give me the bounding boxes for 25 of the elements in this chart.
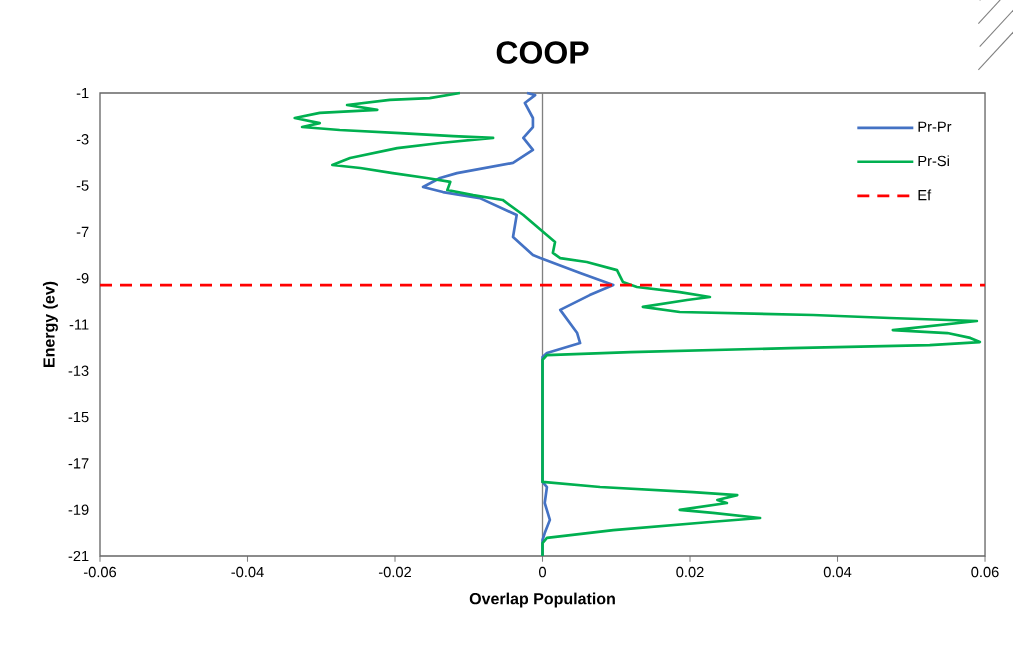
- y-tick-label: -11: [69, 319, 89, 330]
- y-tick-label: -7: [76, 226, 89, 237]
- x-axis-title: Overlap Population: [469, 592, 615, 608]
- x-tick-label: 0.04: [823, 566, 852, 578]
- line-series: [293, 91, 982, 558]
- legend-label: Pr-Si: [918, 155, 949, 167]
- x-tick-label: 0.06: [971, 566, 999, 578]
- x-tick-label: -0.04: [231, 566, 264, 578]
- y-tick-label: -15: [68, 411, 89, 423]
- y-tick-label: -5: [76, 180, 89, 191]
- chart-title: COOP: [496, 41, 589, 64]
- y-tick-label: -9: [76, 273, 89, 284]
- y-tick-label: -21: [68, 550, 89, 562]
- x-tick-label: -0.06: [83, 566, 117, 578]
- y-tick-label: -1: [76, 87, 89, 99]
- y-tick-label: -19: [68, 504, 89, 515]
- x-tick-label: 0: [539, 566, 546, 578]
- legend-label: Ef: [918, 189, 932, 201]
- y-tick-label: -13: [68, 365, 89, 376]
- y-tick-label: -3: [76, 134, 89, 145]
- x-tick-label: -0.02: [378, 566, 411, 578]
- y-tick-label: -17: [68, 458, 89, 469]
- y-axis-title: Energy (ev): [42, 281, 58, 367]
- legend-label: Pr-Pr: [918, 121, 952, 132]
- x-tick-label: 0.02: [676, 566, 704, 578]
